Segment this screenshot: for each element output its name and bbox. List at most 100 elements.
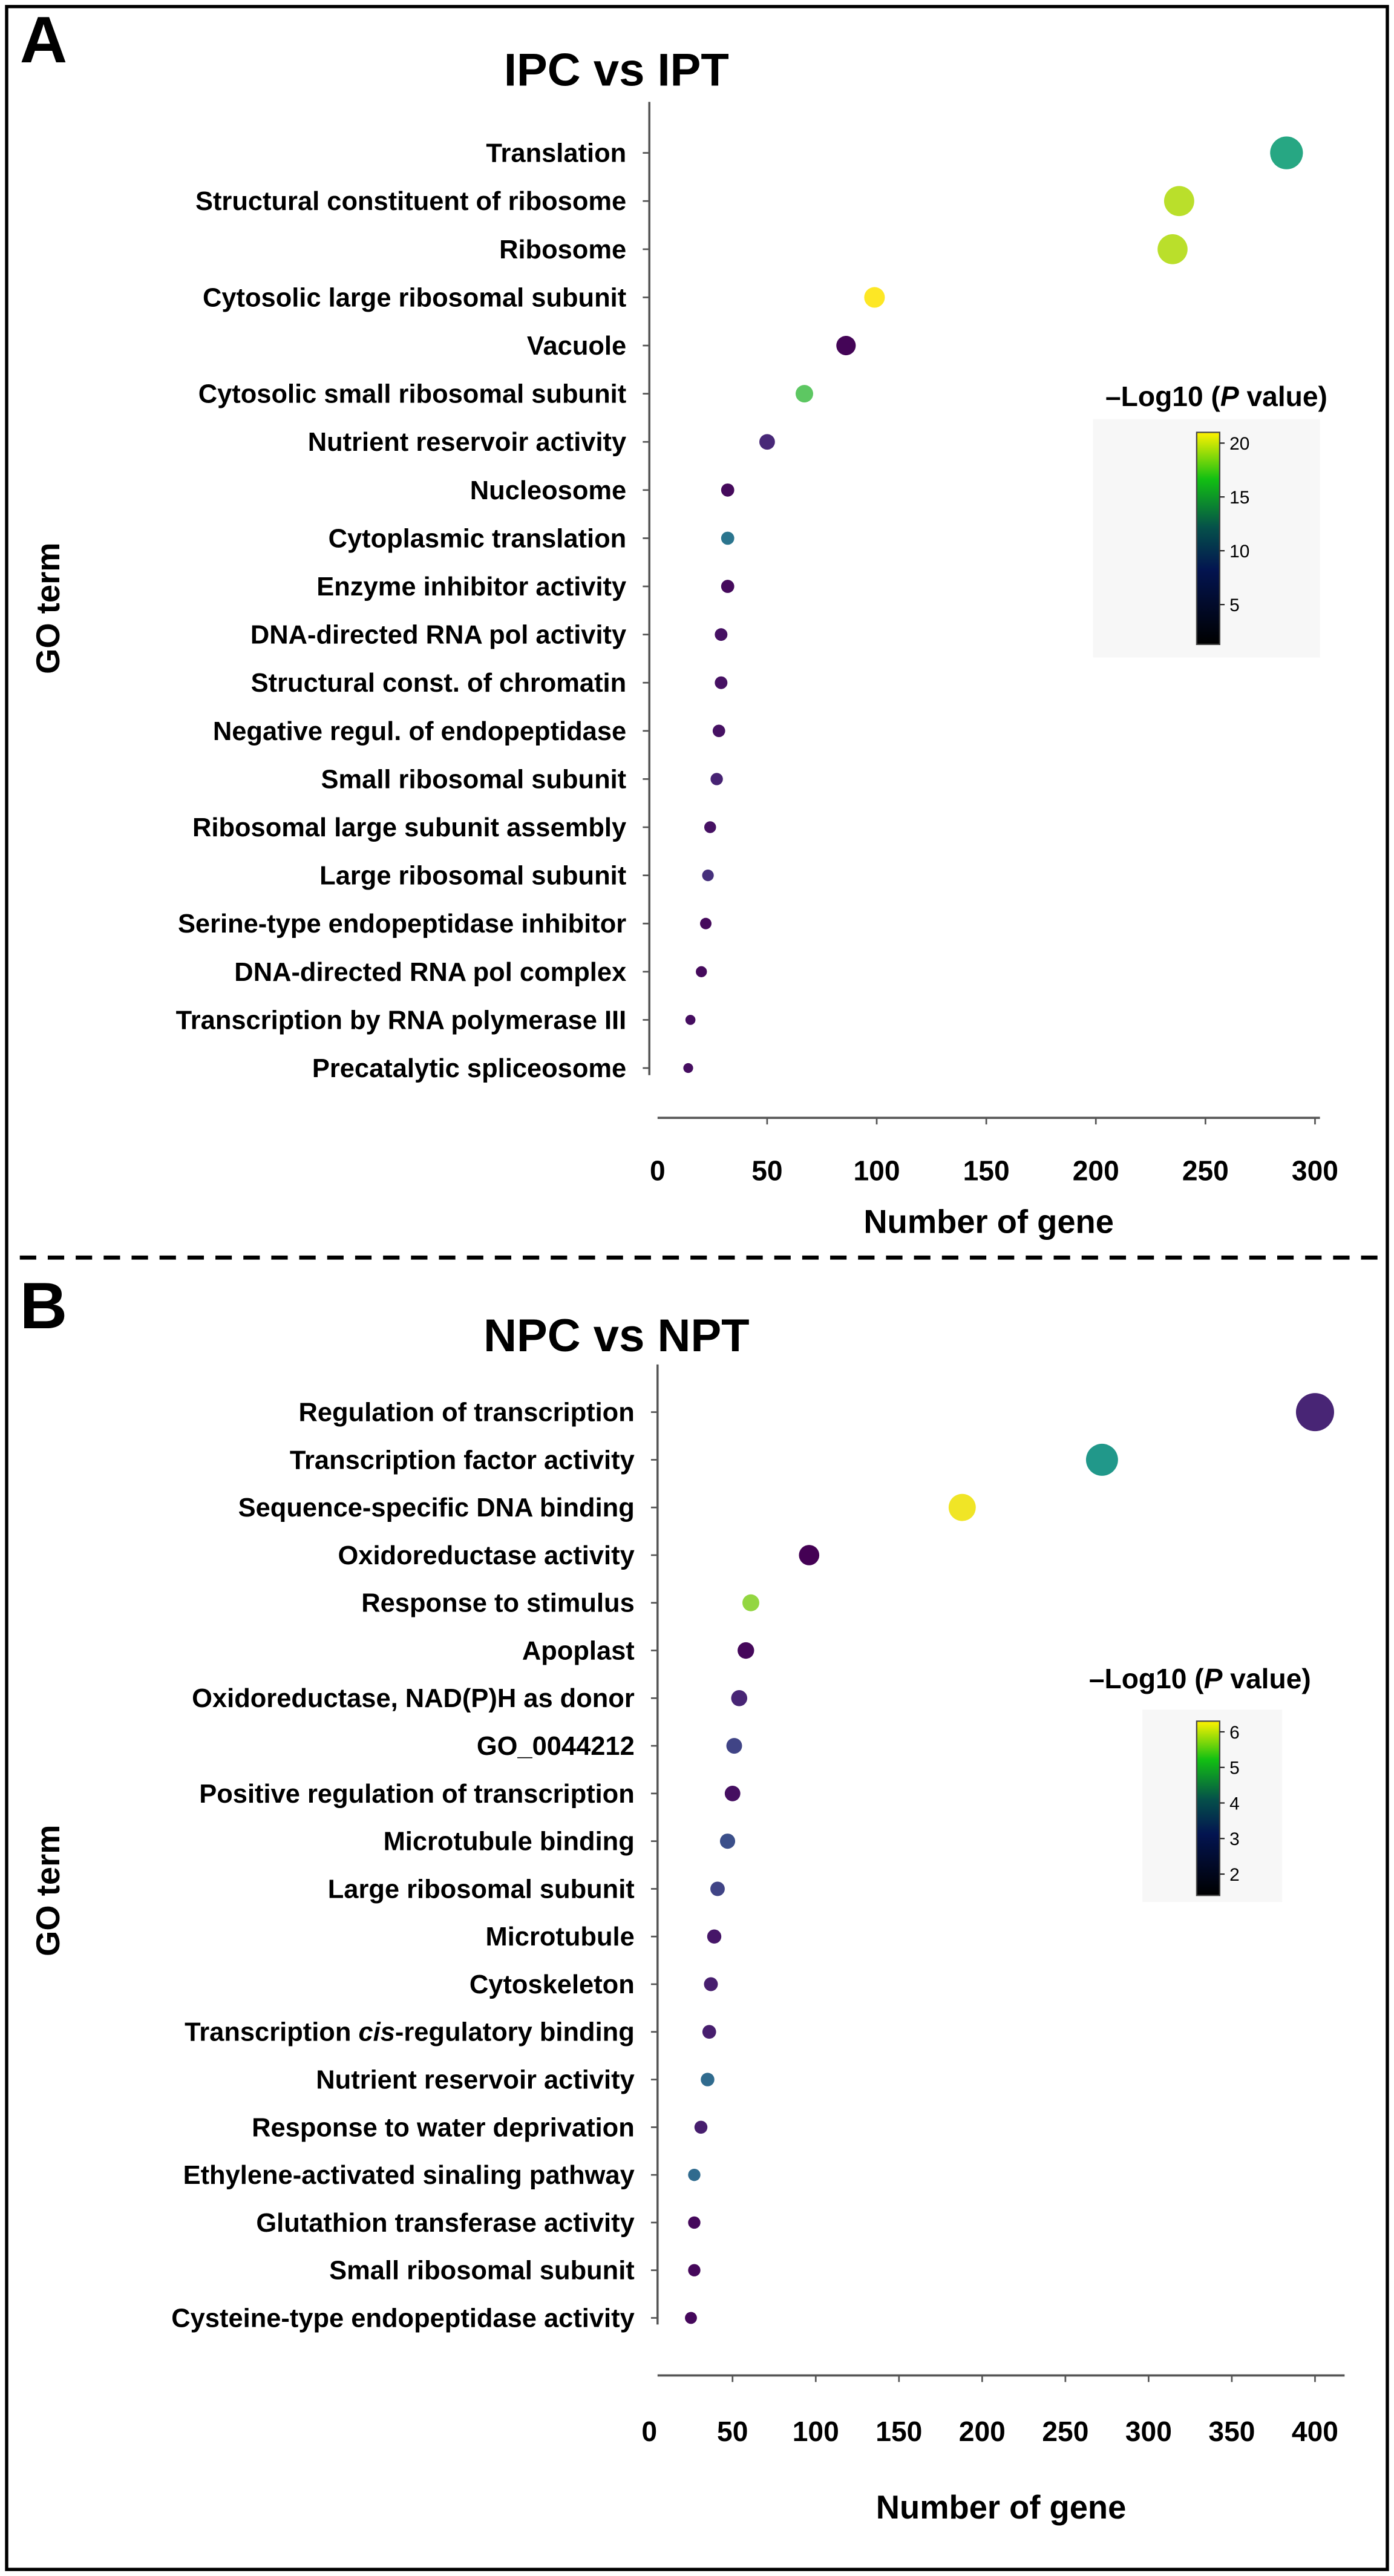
data-point (738, 1642, 754, 1659)
panel-b: B NPC vs NPT GO term Number of gene 0 50 100 15… (20, 1270, 1345, 2526)
go-term-label: Precatalytic spliceosome (312, 1054, 626, 1083)
data-point (712, 724, 725, 738)
data-point (700, 917, 712, 929)
y-axis-title: GO term (30, 1824, 67, 1956)
data-point (721, 580, 735, 593)
colorbar-title-part: value) (1222, 1663, 1311, 1694)
x-tick-label: 400 (1292, 2416, 1338, 2447)
panel-letter: A (20, 4, 67, 77)
go-term-label: Transcription by RNA polymerase III (176, 1006, 627, 1035)
data-point (724, 1785, 741, 1801)
data-point (688, 2216, 701, 2229)
go-term-label: Transcription factor activity (290, 1446, 635, 1475)
colorbar-tick-label: 3 (1229, 1829, 1240, 1849)
colorbar-title-italic: P (1220, 381, 1239, 412)
data-point (704, 821, 716, 833)
go-term-label: DNA-directed RNA pol activity (250, 621, 626, 650)
data-point (795, 385, 813, 403)
go-term-label: Apoplast (522, 1636, 635, 1665)
data-point (1085, 1443, 1118, 1476)
x-tick-label: 150 (875, 2416, 922, 2447)
colorbar-tick-label: 2 (1229, 1865, 1240, 1885)
go-term-label: Oxidoreductase activity (338, 1541, 635, 1570)
data-point (688, 2264, 701, 2276)
go-term-label: Cytoplasmic translation (329, 524, 627, 553)
go-term-label: Cytosolic small ribosomal subunit (198, 380, 626, 409)
data-point (719, 1834, 736, 1849)
data-point (702, 869, 714, 882)
go-term-label: Response to water deprivation (252, 2113, 635, 2142)
go-term-label: Structural constituent of ribosome (195, 187, 626, 216)
go-term-label: Cytoskeleton (470, 1970, 635, 1999)
colorbar-tick-label: 20 (1229, 434, 1249, 454)
go-term-label: Vacuole (527, 332, 626, 361)
data-point (694, 2120, 708, 2134)
go-term-label: Enzyme inhibitor activity (316, 572, 626, 601)
go-term-label: Negative regul. of endopeptidase (213, 717, 626, 746)
go-term-label-part: -regulatory binding (395, 2018, 635, 2047)
x-tick-label: 50 (751, 1155, 782, 1187)
go-term-label: Response to stimulus (361, 1589, 635, 1618)
go-term-label: Positive regulation of transcription (199, 1780, 634, 1809)
data-point (1163, 186, 1194, 217)
data-point (704, 1977, 718, 1991)
colorbar (1196, 431, 1220, 646)
colorbar-title: –Log10 (P value) (1105, 381, 1327, 412)
data-point (1270, 136, 1303, 169)
go-term-label: Regulation of transcription (299, 1398, 635, 1427)
go-term-label: Serine-type endopeptidase inhibitor (178, 909, 626, 939)
colorbar-title-part: –Log10 ( (1089, 1663, 1204, 1694)
colorbar (1196, 1720, 1220, 1896)
x-tick-label: 0 (641, 2416, 657, 2447)
data-point (721, 483, 735, 497)
x-tick-label: 200 (959, 2416, 1006, 2447)
go-term-label: Ribosomal large subunit assembly (192, 813, 626, 842)
x-tick-label: 100 (793, 2416, 839, 2447)
go-term-label: Sequence-specific DNA binding (238, 1493, 635, 1522)
x-tick-label: 300 (1292, 1155, 1338, 1187)
data-point (726, 1738, 742, 1754)
data-point (696, 966, 707, 977)
colorbar-title-part: –Log10 ( (1105, 381, 1220, 412)
panel-title: IPC vs IPT (504, 44, 729, 96)
data-point (701, 2073, 715, 2086)
go-term-label: Nucleosome (470, 476, 626, 505)
data-point (685, 1015, 696, 1025)
go-term-label: Cysteine-type endopeptidase activity (171, 2304, 634, 2333)
go-term-label: Structural const. of chromatin (251, 669, 626, 698)
go-term-label: Small ribosomal subunit (329, 2256, 635, 2286)
data-point (742, 1594, 759, 1611)
data-point (702, 2025, 716, 2039)
colorbar-tick-label: 6 (1229, 1723, 1240, 1743)
colorbar-tick-label: 4 (1229, 1794, 1240, 1814)
x-tick-label: 50 (717, 2416, 748, 2447)
data-point (721, 531, 735, 545)
x-tick-label: 100 (853, 1155, 900, 1187)
data-point (759, 434, 775, 450)
data-point (707, 1929, 722, 1944)
go-term-label: Transcription cis-regulatory binding (185, 2018, 635, 2047)
go-term-label-part: Transcription (185, 2018, 358, 2047)
go-term-label: Translation (486, 139, 626, 168)
colorbar-title-italic: P (1204, 1663, 1223, 1694)
colorbar-title-part: value) (1239, 381, 1327, 412)
data-point (799, 1545, 820, 1565)
go-term-label: GO_0044212 (477, 1732, 635, 1761)
go-term-label: Large ribosomal subunit (328, 1875, 635, 1904)
colorbar-tick-label: 15 (1229, 488, 1249, 508)
data-point (715, 676, 728, 689)
data-point (1295, 1393, 1334, 1432)
go-term-label: Microtubule (486, 1922, 635, 1952)
data-point (710, 773, 723, 785)
go-term-label: Ribosome (499, 235, 626, 264)
data-point (710, 1881, 725, 1896)
data-point (731, 1690, 748, 1706)
x-tick-label: 250 (1182, 1155, 1229, 1187)
go-term-label: Nutrient reservoir activity (308, 428, 626, 457)
y-axis-title: GO term (30, 542, 67, 673)
go-term-label: DNA-directed RNA pol complex (234, 958, 626, 987)
go-term-label: Cytosolic large ribosomal subunit (203, 283, 626, 312)
x-tick-label: 200 (1073, 1155, 1119, 1187)
data-point (685, 2312, 697, 2324)
